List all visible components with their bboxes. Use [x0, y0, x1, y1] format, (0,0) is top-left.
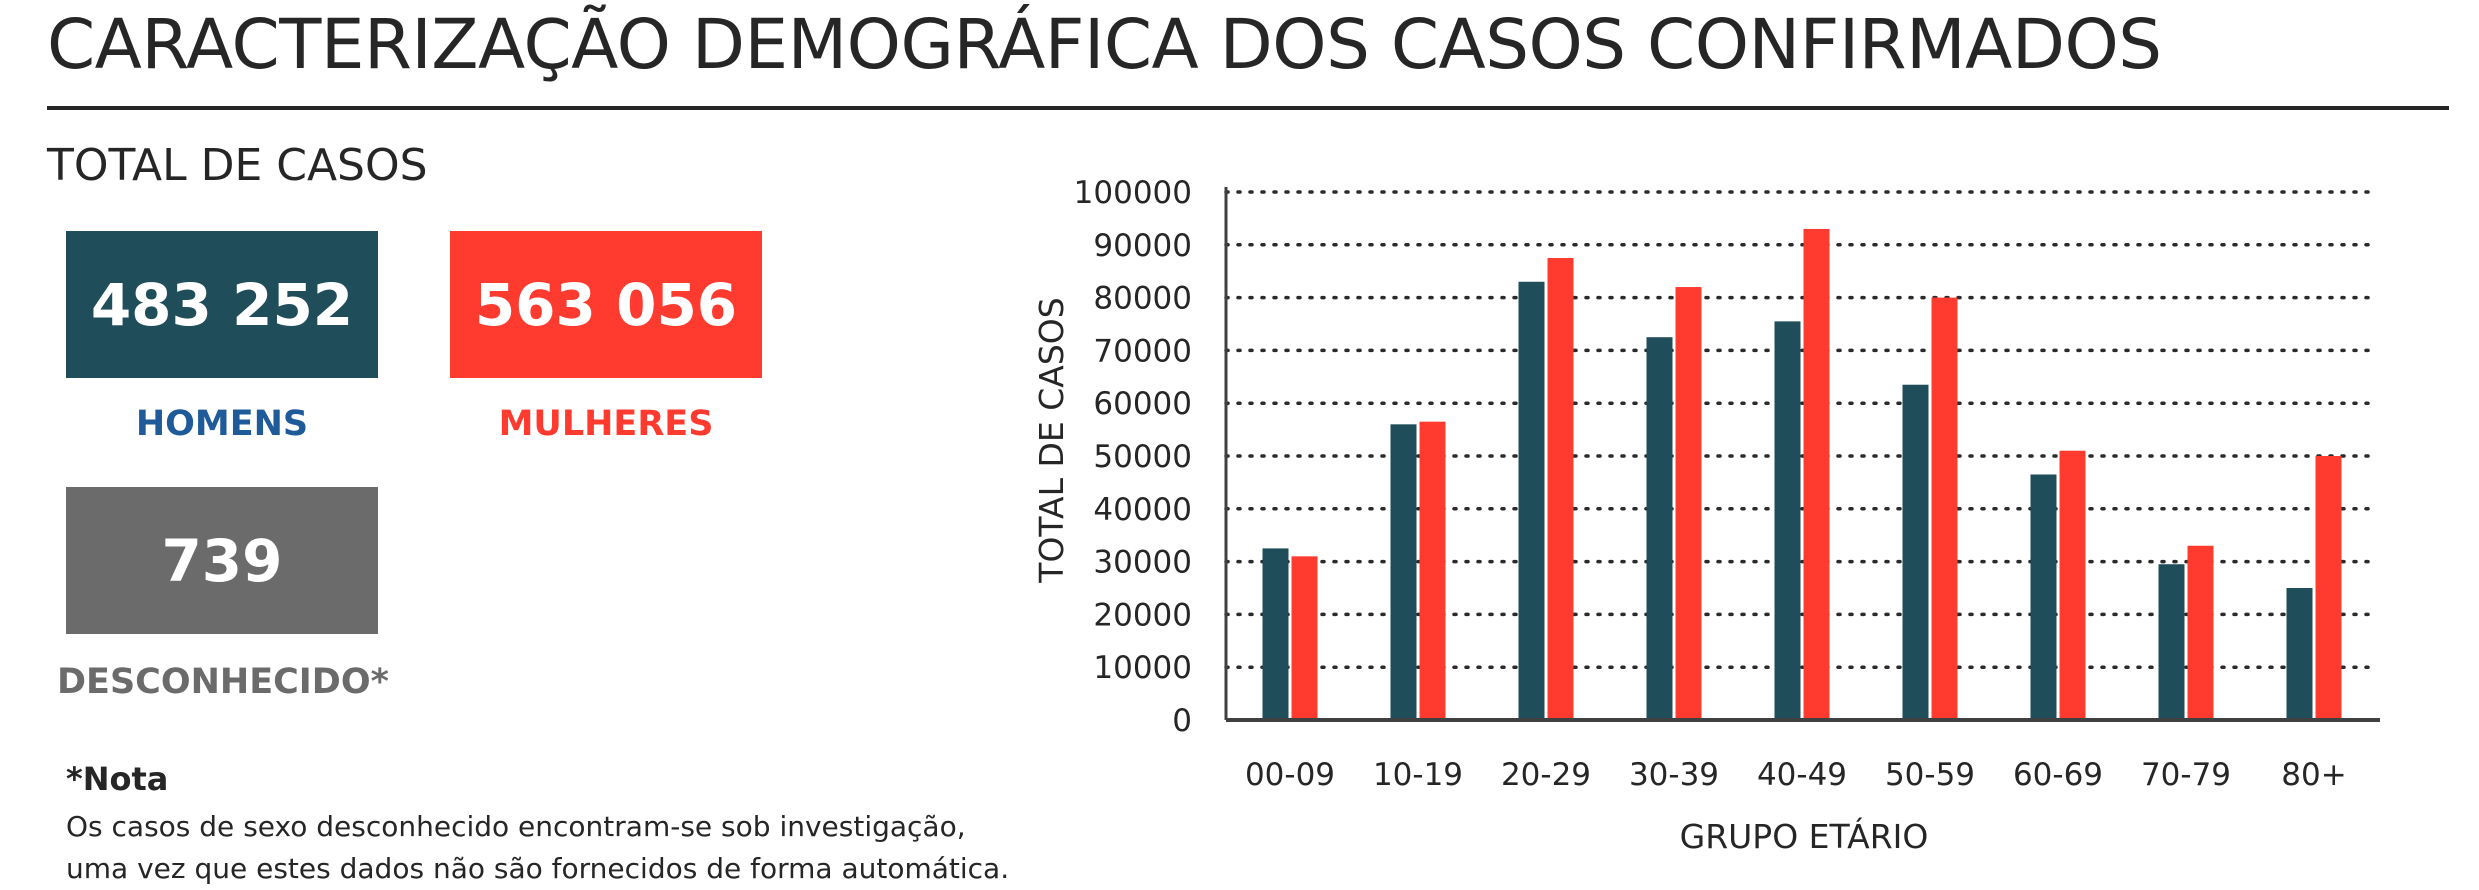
- y-tick-label: 60000: [1093, 386, 1192, 422]
- bar-men-10-19: [1390, 424, 1417, 720]
- note-line-1: Os casos de sexo desconhecido encontram-…: [66, 810, 966, 843]
- x-tick-label: 80+: [2281, 757, 2346, 793]
- bar-men-80plus: [2286, 588, 2313, 720]
- women-label: MULHERES: [498, 404, 714, 444]
- unknown-label: DESCONHECIDO*: [57, 662, 389, 702]
- men-total-value: 483 252: [90, 270, 354, 339]
- x-axis-title: GRUPO ETÁRIO: [1680, 816, 1929, 856]
- bar-men-30-39: [1646, 337, 1673, 720]
- page-title: CARACTERIZAÇÃO DEMOGRÁFICA DOS CASOS CON…: [47, 5, 2162, 85]
- x-tick-label: 10-19: [1373, 757, 1463, 793]
- x-tick-label: 50-59: [1885, 757, 1975, 793]
- bar-men-40-49: [1774, 321, 1801, 720]
- total-cases-title: TOTAL DE CASOS: [47, 140, 428, 191]
- bar-women-10-19: [1419, 421, 1446, 720]
- women-total-value: 563 056: [474, 270, 738, 339]
- bar-men-00-09: [1262, 548, 1289, 720]
- men-total-card: 483 252: [66, 231, 378, 378]
- chart-gridlines: [1224, 190, 2380, 669]
- y-axis-title: TOTAL DE CASOS: [1032, 297, 1071, 583]
- note-title: *Nota: [66, 760, 169, 798]
- bar-women-20-29: [1547, 258, 1574, 720]
- bar-men-50-59: [1902, 384, 1929, 720]
- chart-bars: [1262, 228, 2342, 720]
- y-tick-label: 0: [1172, 703, 1192, 739]
- x-tick-label: 70-79: [2141, 757, 2231, 793]
- y-tick-label: 40000: [1093, 492, 1192, 528]
- y-tick-label: 80000: [1093, 281, 1192, 317]
- y-tick-label: 10000: [1093, 650, 1192, 686]
- bar-women-00-09: [1291, 556, 1318, 720]
- y-tick-label: 20000: [1093, 597, 1192, 633]
- y-tick-label: 100000: [1074, 175, 1192, 211]
- bar-women-60-69: [2059, 450, 2086, 720]
- bar-men-70-79: [2158, 564, 2185, 720]
- bar-women-50-59: [1931, 297, 1958, 720]
- y-tick-label: 70000: [1093, 333, 1192, 369]
- bar-women-30-39: [1675, 287, 1702, 720]
- title-divider: [47, 106, 2449, 110]
- y-tick-label: 30000: [1093, 545, 1192, 581]
- note-line-2: uma vez que estes dados não são fornecid…: [66, 852, 1010, 885]
- x-tick-label: 20-29: [1501, 757, 1591, 793]
- chart-labels: 0 10000 20000 30000 40000 50000 60000 70000 8000…: [1032, 175, 2347, 856]
- y-tick-label: 90000: [1093, 228, 1192, 264]
- y-tick-label: 50000: [1093, 439, 1192, 475]
- bar-men-60-69: [2030, 474, 2057, 720]
- chart-axes: [1224, 187, 2380, 722]
- women-total-card: 563 056: [450, 231, 762, 378]
- unknown-total-value: 739: [161, 526, 283, 595]
- note-text: Os casos de sexo desconhecido encontram-…: [66, 806, 1026, 890]
- x-tick-label: 00-09: [1245, 757, 1335, 793]
- x-tick-label: 60-69: [2013, 757, 2103, 793]
- x-tick-label: 40-49: [1757, 757, 1847, 793]
- bar-women-40-49: [1803, 228, 1830, 720]
- x-tick-label: 30-39: [1629, 757, 1719, 793]
- unknown-total-card: 739: [66, 487, 378, 634]
- bar-women-80plus: [2315, 456, 2342, 720]
- bar-men-20-29: [1518, 281, 1545, 720]
- bar-women-70-79: [2187, 545, 2214, 720]
- men-label: HOMENS: [135, 404, 309, 444]
